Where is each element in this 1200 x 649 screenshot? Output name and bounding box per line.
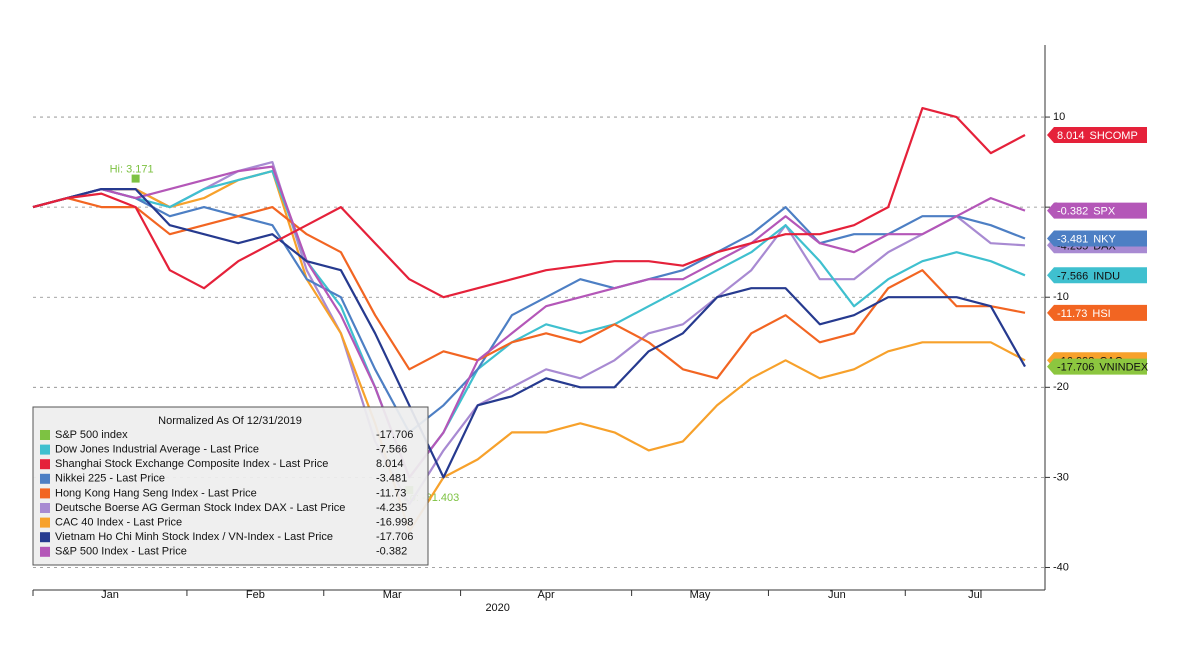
value-tag — [1047, 358, 1147, 375]
tag-ticker: NKY — [1093, 233, 1116, 245]
tag-value: -3.481 — [1057, 233, 1088, 245]
legend-value: -7.566 — [376, 444, 407, 456]
value-tag-text: 8.014 SHCOMP — [1057, 130, 1138, 142]
value-tag-text: -11.73 HSI — [1057, 308, 1111, 320]
y-tick-label: -10 — [1053, 291, 1069, 303]
value-tag — [1047, 304, 1147, 321]
x-tick-label: May — [690, 589, 711, 601]
y-tick-label: -20 — [1053, 381, 1069, 393]
value-tag-text: -17.706 VNINDEX — [1057, 362, 1149, 374]
legend-name: S&P 500 Index - Last Price — [55, 546, 187, 558]
tag-value: -7.566 — [1057, 270, 1088, 282]
tag-ticker: INDU — [1093, 270, 1120, 282]
legend-value: 8.014 — [376, 458, 404, 470]
series-line — [32, 197, 1026, 380]
series-line — [32, 107, 1026, 299]
series-line — [32, 165, 1026, 479]
legend-swatch — [40, 430, 50, 440]
legend-name: Dow Jones Industrial Average - Last Pric… — [55, 444, 259, 456]
series-line — [32, 170, 1026, 479]
legend-value: -3.481 — [376, 473, 407, 485]
value-tag-text: -3.481 NKY — [1057, 233, 1116, 245]
tag-value: 8.014 — [1057, 130, 1085, 142]
series-line — [32, 188, 1026, 434]
value-tag-text: -0.382 SPX — [1057, 205, 1116, 217]
legend-value: -4.235 — [376, 502, 407, 514]
legend-swatch — [40, 503, 50, 513]
legend-name: CAC 40 Index - Last Price — [55, 517, 182, 529]
legend: Normalized As Of 12/31/2019 S&P 500 inde… — [32, 406, 429, 566]
value-tag-text: -7.566 INDU — [1057, 270, 1120, 282]
legend-swatch — [40, 532, 50, 543]
legend-value: -17.706 — [376, 531, 413, 543]
value-tag — [1047, 230, 1147, 247]
tag-value: -17.706 — [1057, 362, 1094, 374]
legend-value: -0.382 — [376, 546, 407, 558]
legend-name: Vietnam Ho Chi Minh Stock Index / VN-Ind… — [55, 531, 333, 543]
tags: -4.235DAX-16.998CAC-7.566INDU-3.481NKY-1… — [1047, 126, 1149, 375]
legend-swatch — [40, 517, 50, 528]
legend-swatch — [40, 488, 50, 499]
legend-value: -11.73 — [376, 487, 406, 499]
tag-ticker: SPX — [1093, 205, 1116, 217]
legend-swatch — [40, 546, 50, 557]
legend-name: Shanghai Stock Exchange Composite Index … — [55, 458, 328, 470]
tag-ticker: SHCOMP — [1090, 130, 1138, 142]
tag-ticker: HSI — [1092, 308, 1110, 320]
legend-name: Nikkei 225 - Last Price — [55, 473, 165, 485]
y-tick-label: 10 — [1053, 111, 1065, 123]
tag-ticker: VNINDEX — [1099, 362, 1149, 374]
series-line — [32, 188, 1026, 479]
tag-value: -0.382 — [1057, 205, 1088, 217]
legend-value: -17.706 — [376, 429, 413, 441]
value-tag — [1047, 267, 1147, 284]
value-tag — [1047, 202, 1147, 219]
value-tag — [1047, 126, 1147, 143]
legend-swatch — [40, 444, 50, 455]
series-line — [32, 170, 1026, 533]
legend-title: Normalized As Of 12/31/2019 — [158, 415, 302, 427]
extreme-label: Hi: 3.171 — [110, 163, 154, 175]
legend-name: Hong Kong Hang Seng Index - Last Price — [55, 487, 257, 499]
extreme-marker — [131, 174, 140, 183]
x-tick-label: Apr — [538, 589, 555, 601]
x-tick-label: Jan — [101, 589, 119, 601]
x-tick-label: Jun — [828, 589, 846, 601]
legend-value: -16.998 — [376, 517, 413, 529]
x-tick-label: Mar — [383, 589, 402, 601]
legend-name: S&P 500 index — [55, 429, 128, 441]
legend-box — [32, 406, 429, 566]
x-tick-label: Feb — [246, 589, 265, 601]
year-label: 2020 — [485, 602, 509, 614]
y-tick-label: -40 — [1053, 561, 1069, 573]
x-tick-label: Jul — [968, 589, 982, 601]
legend-swatch — [40, 459, 50, 470]
y-tick-label: -30 — [1053, 471, 1069, 483]
legend-name: Deutsche Boerse AG German Stock Index DA… — [55, 502, 345, 514]
tag-value: -11.73 — [1057, 308, 1087, 320]
legend-swatch — [40, 473, 50, 484]
